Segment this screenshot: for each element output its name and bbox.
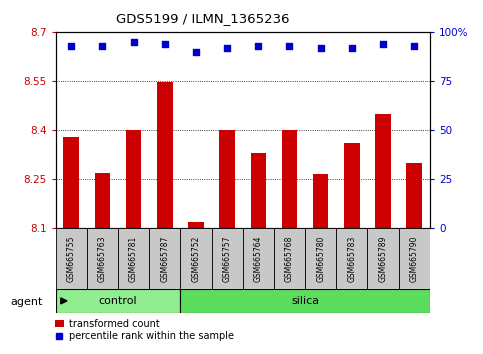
Text: GSM665790: GSM665790: [410, 235, 419, 282]
Bar: [212, 228, 242, 289]
Point: [379, 41, 387, 46]
Bar: [180, 289, 430, 313]
Bar: [274, 228, 305, 289]
Text: control: control: [99, 296, 137, 306]
Point: [161, 41, 169, 46]
Bar: [242, 228, 274, 289]
Bar: [95, 173, 110, 228]
Point: [67, 43, 75, 48]
Bar: [219, 130, 235, 228]
Bar: [407, 163, 422, 228]
Text: GSM665757: GSM665757: [223, 235, 232, 282]
Text: silica: silica: [291, 296, 319, 306]
Bar: [87, 228, 118, 289]
Text: GSM665768: GSM665768: [285, 235, 294, 282]
Bar: [188, 222, 204, 228]
Point: [129, 39, 137, 45]
Text: GSM665764: GSM665764: [254, 235, 263, 282]
Text: GDS5199 / ILMN_1365236: GDS5199 / ILMN_1365236: [116, 12, 290, 25]
Bar: [56, 228, 87, 289]
Bar: [180, 228, 212, 289]
Bar: [305, 228, 336, 289]
Bar: [118, 228, 149, 289]
Bar: [313, 174, 328, 228]
Bar: [336, 228, 368, 289]
Text: GSM665752: GSM665752: [191, 235, 200, 282]
Point: [99, 43, 106, 48]
Bar: [251, 153, 266, 228]
Bar: [344, 143, 360, 228]
Bar: [368, 228, 398, 289]
Text: GSM665789: GSM665789: [379, 235, 387, 282]
Legend: transformed count, percentile rank within the sample: transformed count, percentile rank withi…: [51, 315, 238, 345]
Text: GSM665781: GSM665781: [129, 235, 138, 281]
Text: agent: agent: [11, 297, 43, 307]
Text: GSM665783: GSM665783: [347, 235, 356, 282]
Bar: [282, 130, 298, 228]
Text: GSM665755: GSM665755: [67, 235, 76, 282]
Bar: [157, 82, 172, 228]
Point: [192, 49, 200, 55]
Bar: [56, 289, 180, 313]
Point: [317, 45, 325, 50]
Point: [223, 45, 231, 50]
Bar: [149, 228, 180, 289]
Point: [285, 43, 293, 48]
Point: [255, 43, 262, 48]
Bar: [375, 114, 391, 228]
Text: GSM665787: GSM665787: [160, 235, 169, 282]
Bar: [398, 228, 430, 289]
Bar: [126, 130, 142, 228]
Point: [411, 43, 418, 48]
Text: GSM665780: GSM665780: [316, 235, 325, 282]
Text: GSM665763: GSM665763: [98, 235, 107, 282]
Bar: [63, 137, 79, 228]
Point: [348, 45, 356, 50]
